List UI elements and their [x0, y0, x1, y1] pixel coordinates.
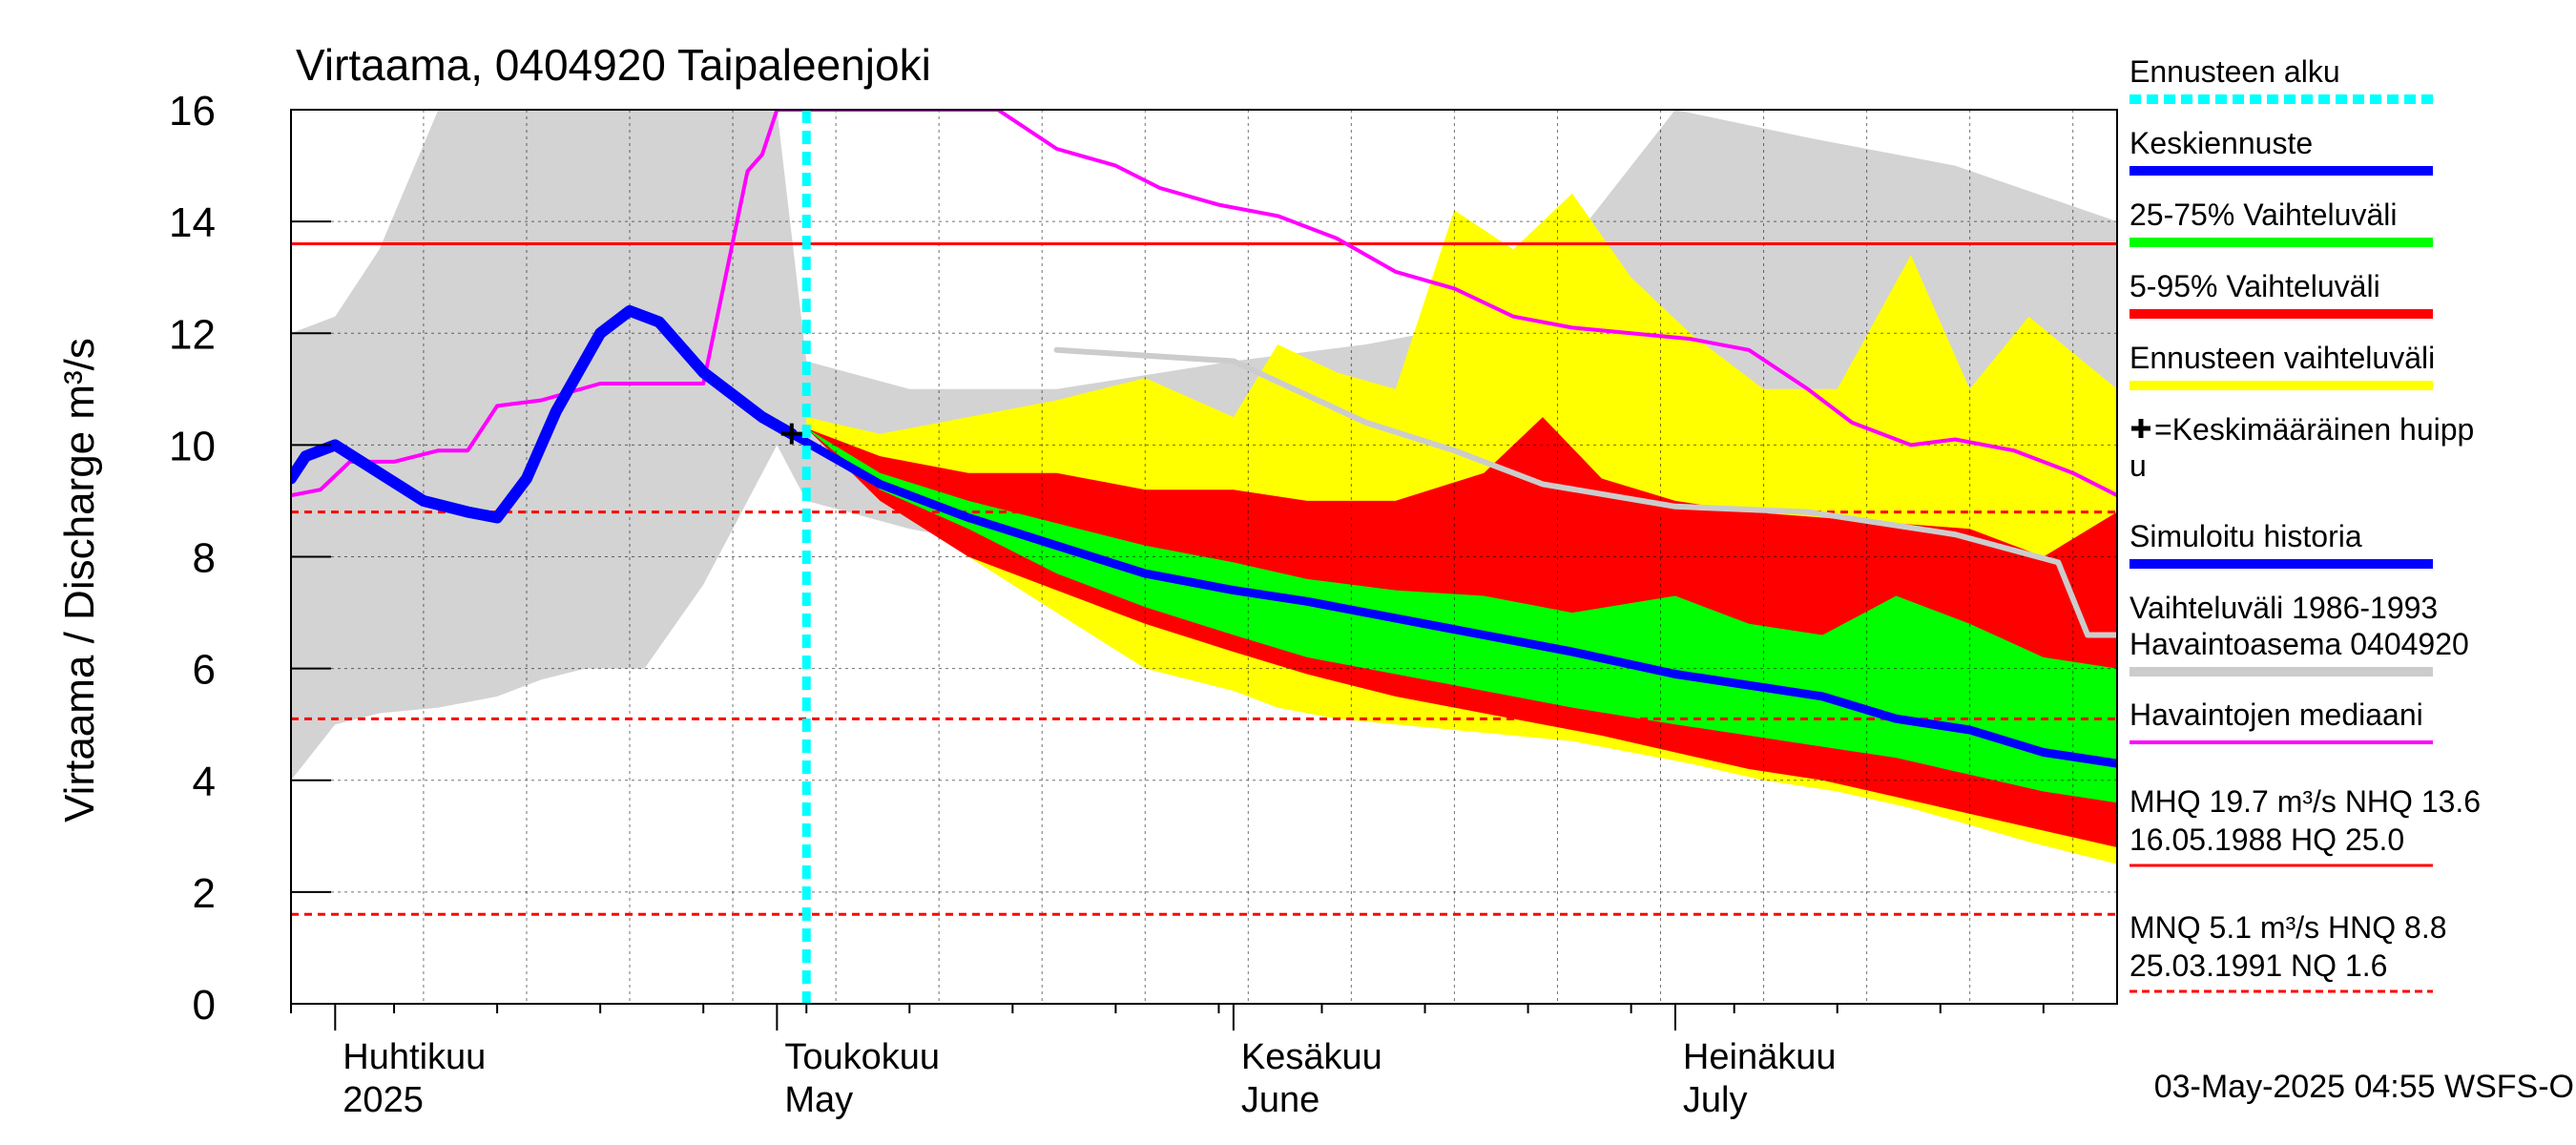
y-axis-label: Virtaama / Discharge m³/s [56, 338, 103, 822]
series-line-1 [291, 110, 2117, 498]
legend-label-2: Keskiennuste [2129, 126, 2313, 160]
legend: Ennusteen alku Keskiennuste 25-75% Vaihtel… [2129, 54, 2481, 993]
legend-label-3: 25-75% Vaihteluväli [2129, 198, 2397, 232]
y-tick-label-16: 16 [169, 88, 216, 135]
legend-plus-icon [2131, 419, 2150, 438]
stats-line2-2: 25.03.1991 NQ 1.6 [2129, 948, 2387, 983]
x-month-label-en-1: 2025 [343, 1080, 424, 1120]
legend-label-1: Ennusteen alku [2129, 54, 2340, 89]
legend-label2-6: u [2129, 448, 2147, 483]
legend-label-8: Vaihteluväli 1986-1993 [2129, 591, 2438, 625]
reference-lines [291, 242, 2117, 916]
grid-layer [291, 110, 2117, 1004]
x-month-label-en-4: July [1683, 1080, 1748, 1120]
legend-label-5: Ennusteen vaihteluväli [2129, 341, 2435, 375]
x-month-label-fi-3: Kesäkuu [1241, 1037, 1382, 1077]
series-lines [291, 110, 2117, 1004]
y-tick-label-10: 10 [169, 423, 216, 469]
legend-label-4: 5-95% Vaihteluväli [2129, 269, 2380, 303]
stats-line2-1: 16.05.1988 HQ 25.0 [2129, 822, 2404, 857]
stats-line1-2: MNQ 5.1 m³/s HNQ 8.8 [2129, 910, 2447, 945]
bands-layer [291, 110, 2117, 864]
timestamp: 03-May-2025 04:55 WSFS-O [2154, 1069, 2574, 1105]
y-tick-label-4: 4 [193, 759, 216, 805]
y-tick-label-6: 6 [193, 647, 216, 694]
series-line-3 [291, 304, 798, 524]
y-tick-label-12: 12 [169, 311, 216, 358]
legend-label-7: Simuloitu historia [2129, 519, 2362, 553]
band-4 [806, 427, 2117, 803]
x-month-label-en-2: May [784, 1080, 853, 1120]
legend-label-6: =Keskimääräinen huipp [2154, 412, 2474, 447]
x-month-label-fi-4: Heinäkuu [1683, 1037, 1837, 1077]
series-line-2 [1053, 346, 2117, 638]
x-month-label-fi-2: Toukokuu [784, 1037, 940, 1077]
stats-line1-1: MHQ 19.7 m³/s NHQ 13.6 [2129, 784, 2481, 819]
legend-label2-8: Havaintoasema 0404920 [2129, 627, 2469, 661]
legend-label-9: Havaintojen mediaani [2129, 697, 2423, 732]
y-tick-label-8: 8 [193, 535, 216, 582]
y-tick-label-2: 2 [193, 870, 216, 917]
x-month-label-en-3: June [1241, 1080, 1319, 1120]
y-tick-label-0: 0 [193, 982, 216, 1029]
mean-peak-marker [780, 423, 802, 445]
x-month-label-fi-1: Huhtikuu [343, 1037, 486, 1077]
y-tick-label-14: 14 [169, 199, 216, 246]
series-line-4 [787, 429, 2117, 768]
chart-title: Virtaama, 0404920 Taipaleenjoki [296, 40, 931, 90]
